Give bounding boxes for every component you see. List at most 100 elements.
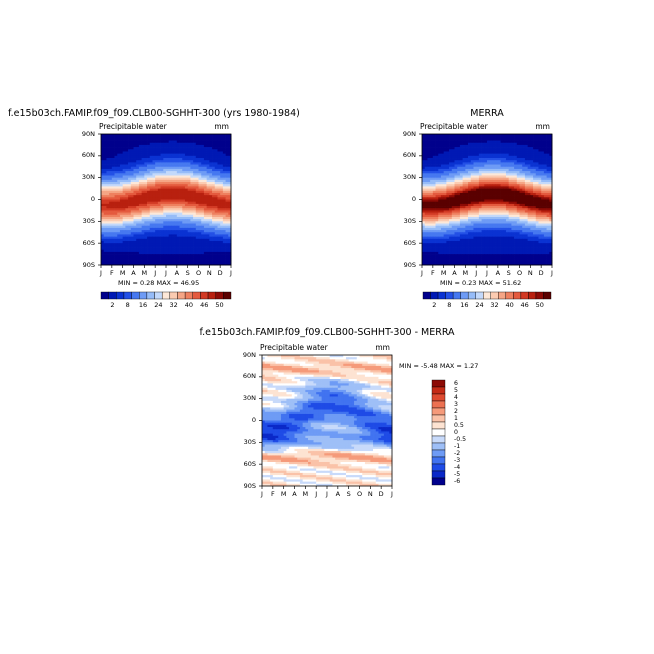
field-cell bbox=[141, 238, 145, 242]
field-cell bbox=[122, 138, 126, 141]
field-cell bbox=[516, 171, 520, 174]
field-cell bbox=[195, 136, 199, 139]
field-cell bbox=[128, 216, 132, 220]
field-cell bbox=[149, 230, 153, 233]
field-cell bbox=[147, 179, 151, 183]
field-cell bbox=[160, 149, 164, 152]
field-cell bbox=[187, 162, 191, 165]
field-cell bbox=[543, 158, 547, 161]
field-cell bbox=[119, 221, 124, 224]
field-cell bbox=[503, 223, 507, 227]
field-cell bbox=[535, 179, 539, 183]
field-cell bbox=[457, 186, 461, 189]
field-cell bbox=[163, 175, 167, 179]
field-cell bbox=[468, 138, 472, 141]
field-cell bbox=[220, 175, 224, 179]
field-cell bbox=[103, 162, 107, 165]
field-cell bbox=[209, 138, 213, 141]
field-cell bbox=[476, 140, 480, 144]
field-cell bbox=[198, 240, 202, 244]
field-cell bbox=[171, 203, 175, 207]
field-cell bbox=[195, 227, 199, 231]
field-cell bbox=[157, 251, 161, 255]
field-cell bbox=[109, 134, 113, 137]
field-cell bbox=[451, 134, 455, 137]
field-cell bbox=[516, 210, 520, 213]
field-cell bbox=[138, 214, 142, 218]
field-cell bbox=[462, 214, 466, 218]
field-cell bbox=[508, 182, 512, 185]
field-cell bbox=[214, 190, 218, 194]
field-cell bbox=[457, 164, 461, 168]
field-cell bbox=[103, 186, 107, 189]
field-cell bbox=[125, 162, 129, 165]
field-cell bbox=[114, 149, 118, 152]
field-cell bbox=[106, 188, 110, 192]
field-cell bbox=[133, 151, 137, 154]
field-cell bbox=[182, 149, 186, 152]
field-cell bbox=[519, 186, 523, 189]
field-cell bbox=[538, 166, 542, 170]
field-cell bbox=[119, 134, 124, 137]
field-cell bbox=[527, 166, 531, 170]
field-cell bbox=[220, 179, 224, 183]
field-cell bbox=[511, 201, 515, 205]
field-cell bbox=[214, 223, 218, 227]
field-cell bbox=[128, 192, 132, 196]
field-cell bbox=[225, 210, 229, 213]
field-cell bbox=[133, 258, 137, 261]
field-cell bbox=[187, 173, 191, 176]
field-cell bbox=[508, 140, 512, 144]
field-cell bbox=[193, 140, 197, 144]
field-cell bbox=[209, 225, 213, 229]
field-cell bbox=[168, 234, 172, 237]
field-cell bbox=[119, 240, 124, 244]
field-cell bbox=[440, 153, 445, 157]
field-cell bbox=[214, 158, 218, 161]
field-cell bbox=[182, 258, 186, 261]
field-cell bbox=[424, 177, 428, 181]
field-cell bbox=[166, 166, 170, 170]
field-cell bbox=[114, 158, 118, 161]
field-cell bbox=[454, 134, 458, 137]
field-cell bbox=[117, 230, 121, 233]
field-cell bbox=[195, 210, 199, 213]
field-cell bbox=[481, 186, 485, 189]
field-cell bbox=[543, 179, 547, 183]
field-cell bbox=[166, 175, 170, 179]
field-cell bbox=[487, 186, 491, 189]
field-cell bbox=[489, 149, 493, 152]
field-cell bbox=[149, 155, 153, 159]
field-cell bbox=[543, 164, 547, 168]
field-cell bbox=[130, 199, 134, 203]
field-cell bbox=[451, 210, 455, 213]
field-cell bbox=[193, 256, 197, 259]
field-cell bbox=[511, 197, 515, 200]
field-cell bbox=[209, 262, 213, 266]
field-cell bbox=[487, 138, 491, 141]
field-cell bbox=[201, 151, 205, 154]
field-cell bbox=[106, 214, 110, 218]
field-cell bbox=[484, 199, 488, 203]
field-cell bbox=[511, 212, 515, 216]
field-cell bbox=[457, 206, 461, 209]
field-cell bbox=[166, 206, 170, 209]
field-cell bbox=[495, 151, 499, 154]
field-cell bbox=[206, 199, 210, 203]
field-cell bbox=[422, 134, 426, 137]
field-cell bbox=[174, 203, 178, 207]
field-cell bbox=[446, 195, 450, 198]
field-cell bbox=[435, 192, 439, 196]
field-cell bbox=[144, 245, 148, 248]
field-cell bbox=[195, 173, 199, 176]
field-cell bbox=[128, 203, 132, 207]
field-cell bbox=[487, 221, 491, 224]
field-cell bbox=[171, 142, 175, 146]
field-cell bbox=[136, 214, 140, 218]
field-cell bbox=[179, 138, 183, 141]
field-cell bbox=[481, 206, 485, 209]
field-cell bbox=[473, 164, 477, 168]
field-cell bbox=[535, 221, 539, 224]
field-cell bbox=[117, 210, 121, 213]
field-cell bbox=[503, 166, 507, 170]
